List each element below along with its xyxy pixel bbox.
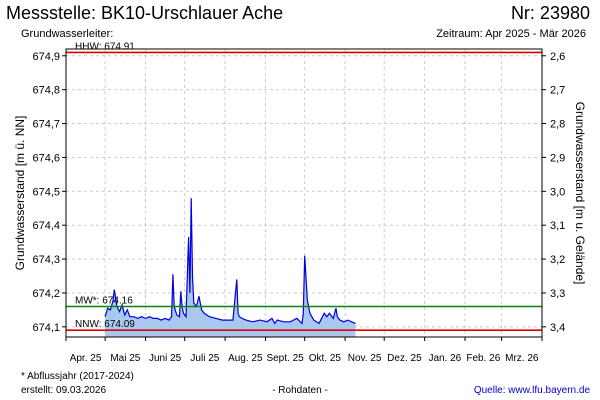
created-date: erstellt: 09.03.2026 <box>21 385 107 396</box>
y-right-tick-label: 3,2 <box>550 254 565 266</box>
x-tick-label: Nov. 25 <box>348 353 382 364</box>
x-tick-label: Mrz. 26 <box>505 353 539 364</box>
hhw-label: HHW: 674.91 <box>75 41 135 52</box>
raw-data-note: - Rohdaten - <box>272 385 328 396</box>
y-tick-label: 674,9 <box>32 51 60 63</box>
x-tick-label: Mai 25 <box>110 353 140 364</box>
x-tick-label: Aug. 25 <box>228 353 263 364</box>
x-tick-label: Sept. 25 <box>266 353 304 364</box>
y-tick-label: 674,4 <box>32 220 60 232</box>
station-number: Nr: 23980 <box>510 3 590 23</box>
mw-label: MW*: 674.16 <box>75 296 133 307</box>
y-right-tick-label: 3,4 <box>550 322 565 334</box>
aquifer-label: Grundwasserleiter: <box>21 28 114 40</box>
y-right-tick-label: 2,6 <box>550 51 565 63</box>
x-tick-label: Dez. 25 <box>387 353 422 364</box>
footnote: * Abflussjahr (2017-2024) <box>21 371 134 382</box>
x-tick-label: Juli 25 <box>190 353 219 364</box>
y-tick-label: 674,5 <box>32 186 60 198</box>
x-tick-label: Jan. 26 <box>428 353 461 364</box>
source-link[interactable]: Quelle: www.lfu.bayern.de <box>473 385 590 396</box>
y-axis-title: Grundwasserstand [m ü. NN] <box>13 116 27 271</box>
y-tick-label: 674,6 <box>32 152 60 164</box>
y-tick-label: 674,8 <box>32 85 60 97</box>
y-right-tick-label: 2,9 <box>550 152 565 164</box>
y-right-tick-label: 3,3 <box>550 288 565 300</box>
plot-frame <box>65 48 543 338</box>
x-tick-label: Okt. 25 <box>309 353 342 364</box>
page-title: Messstelle: BK10-Urschlauer Ache <box>6 3 284 23</box>
y-right-tick-label: 3,1 <box>550 220 565 232</box>
x-tick-label: Apr. 25 <box>70 353 102 364</box>
y-tick-label: 674,7 <box>32 119 60 131</box>
y-tick-label: 674,3 <box>32 254 60 266</box>
nnw-label: NNW: 674.09 <box>75 319 135 330</box>
y-tick-label: 674,1 <box>32 322 60 334</box>
x-tick-label: Juni 25 <box>149 353 182 364</box>
period-label: Zeitraum: Apr 2025 - Mär 2026 <box>436 28 586 40</box>
y-right-tick-label: 3,0 <box>550 186 565 198</box>
x-tick-label: Feb. 26 <box>466 353 500 364</box>
y-right-axis-title: Grundwasserstand [m u. Gelände] <box>573 102 587 285</box>
y-tick-label: 674,2 <box>32 288 60 300</box>
y-right-tick-label: 2,8 <box>550 119 565 131</box>
series-area <box>105 198 356 337</box>
series-line <box>104 198 356 325</box>
y-right-tick-label: 2,7 <box>550 85 565 97</box>
